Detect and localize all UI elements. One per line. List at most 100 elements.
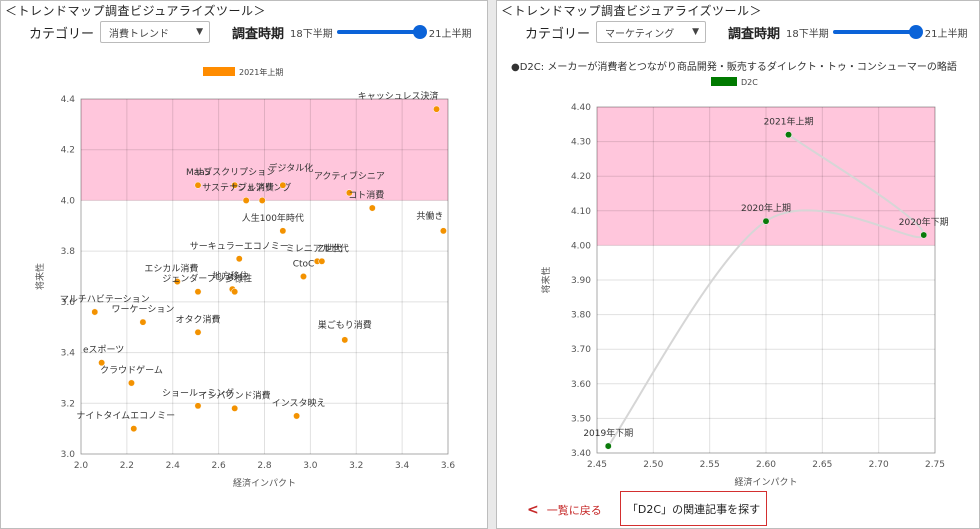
x-axis-label: 経済インパクト [734,476,797,488]
data-point [194,328,202,336]
data-point-label: インバウンド消費 [199,389,271,401]
data-point [128,379,135,387]
data-point-label: 巣ごもり消費 [318,319,372,331]
data-point-label: ミレニアル世代 [286,242,349,254]
x-tick-label: 2.8 [257,461,272,471]
data-point [293,412,301,420]
category-select[interactable]: マーケティング ▼ [596,21,707,43]
data-point-label: サブスクリプション [194,166,275,178]
data-point [194,288,202,296]
data-point-label: キャッシュレス決済 [358,90,439,102]
slider-thumb[interactable] [412,25,427,39]
trend-line-chart: 2.45 2.50 2.55 2.60 2.65 2.70 2.75 3.40 3.50 3.60… [540,77,949,488]
y-tick-label: 3.0 [61,450,76,460]
data-point [258,196,266,204]
data-point-label: MaaS [186,168,211,178]
data-point [345,189,353,197]
period-label: 調査時期 [728,26,781,42]
data-point-label: CtoC [293,260,315,270]
x-tick-label: 2.45 [587,460,607,470]
data-point [920,231,928,239]
y-tick-label: 3.70 [571,345,591,355]
data-point [231,288,239,296]
scatter-chart: 2.0 2.2 2.4 2.6 2.8 3.0 3.2 3.4 3.6 3.0 3.2 3.4 3.6 3… [34,67,456,489]
data-point-label: デジタル化 [268,162,313,174]
legend-swatch [203,67,235,76]
data-point-label: インスタ映え [272,397,326,409]
x-tick-label: 2.65 [812,460,832,470]
data-point-label: ジェンダーフリー [162,273,233,285]
period-end: 21上半期 [924,28,968,40]
legend-label: D2C [741,78,758,87]
y-tick-label: 3.2 [61,399,75,409]
x-tick-label: 3.6 [441,461,456,471]
tool-title: ＜トレンドマップ調査ビジュアライズツール＞ [501,4,763,18]
data-point-label: 地方移住 [212,270,248,282]
period-slider[interactable] [832,25,923,39]
y-tick-label: 3.8 [61,247,76,257]
x-tick-label: 2.75 [925,460,945,470]
data-point [604,442,612,450]
data-point-label: ワーケーション [112,304,175,315]
y-tick-label: 4.4 [61,95,76,105]
period-start: 18下半期 [290,28,333,40]
x-tick-label: 2.50 [643,460,663,470]
related-articles-button[interactable]: 「D2C」の関連記事を探す [620,491,767,526]
data-point-label: オタク消費 [175,313,220,325]
data-point [433,105,440,113]
y-tick-label: 3.6 [61,298,76,308]
data-point-label: 人生100年時代 [242,212,304,224]
data-point [439,227,447,235]
data-point-label: ナイトタイムエコノミー [76,411,175,422]
data-point-label: 2021年上期 [764,116,814,128]
slider-track[interactable] [832,30,921,34]
data-point-label: クラウドゲーム [100,364,163,376]
back-to-list-label: 一覧に戻る [546,504,602,517]
data-point [231,181,239,189]
data-point [194,402,202,410]
x-tick-label: 3.4 [395,461,410,471]
slider-thumb[interactable] [908,25,923,39]
filter-controls: カテゴリー マーケティング ▼ 調査時期 18下半期 21上半期 [525,21,968,43]
data-point-label: 2019年下期 [583,427,633,439]
data-point-label: アクティブシニア [314,170,385,182]
data-point [762,217,770,225]
chevron-down-icon: ▼ [692,27,700,37]
data-point [173,278,181,286]
data-point-label: コト消費 [348,189,384,201]
left-panel: ＜トレンドマップ調査ビジュアライズツール＞ カテゴリー 消費トレンド ▼ 調査時… [0,0,488,529]
x-tick-label: 3.0 [303,461,318,471]
y-tick-label: 4.40 [571,103,591,113]
category-select[interactable]: 消費トレンド ▼ [100,21,211,43]
y-tick-label: 4.10 [571,207,591,217]
x-tick-label: 3.2 [349,461,363,471]
plot-area [596,106,936,454]
data-point-label: ショールーミング [162,387,234,399]
x-tick-label: 2.4 [166,461,181,471]
y-tick-label: 4.0 [61,196,76,206]
y-axis-label: 将来性 [540,266,552,293]
x-tick-label: 2.55 [700,460,720,470]
data-point [231,404,239,412]
category-select-value: 消費トレンド [109,28,170,40]
data-point [139,318,147,326]
slider-track[interactable] [336,30,425,34]
y-tick-label: 3.50 [571,414,591,424]
period-slider[interactable] [336,25,427,39]
y-tick-label: 4.20 [571,172,591,182]
data-point [318,257,326,265]
y-tick-label: 4.30 [571,138,591,148]
y-axis-label: 将来性 [34,263,46,290]
period-start: 18下半期 [786,28,829,40]
data-point [300,273,307,280]
x-tick-label: 2.6 [211,461,226,471]
data-point-label: 多様性 [225,273,252,285]
data-point [279,181,287,189]
period-end: 21上半期 [428,28,472,40]
legend-label: 2021年上期 [239,67,283,77]
back-to-list-link[interactable]: < 一覧に戻る [527,502,602,518]
y-tick-label: 4.00 [571,241,591,251]
x-tick-label: 2.2 [120,461,134,471]
data-point-label: エシカル消費 [144,263,198,275]
period-label: 調査時期 [232,26,285,42]
